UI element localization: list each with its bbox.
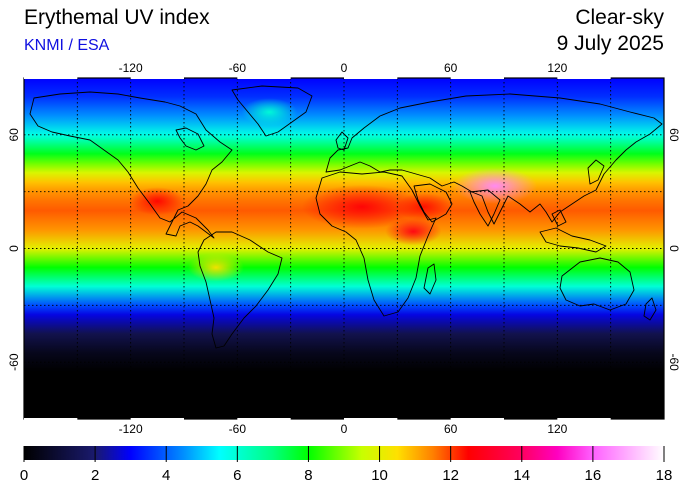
sky-condition: Clear-sky [575, 6, 664, 29]
colorbar-label: 16 [585, 467, 602, 484]
new-zealand-coast [643, 297, 657, 321]
hudson-bay [175, 127, 205, 151]
lat-labels-right: 60 0 -60 [667, 128, 681, 371]
hotspot-arabia [396, 192, 452, 221]
lon-label: 60 [444, 422, 458, 436]
hotspot-sahara [301, 184, 422, 229]
colorbar-ticks [23, 446, 665, 462]
lon-label: 60 [444, 61, 458, 75]
lon-label: 0 [341, 61, 348, 75]
lat-labels-left: 60 0 -60 [7, 128, 21, 371]
colorbar-label: 18 [656, 467, 673, 484]
india-coast [469, 189, 501, 227]
lat-label: -60 [667, 353, 681, 371]
lon-label: -60 [229, 61, 247, 75]
lon-label: -120 [119, 422, 143, 436]
colorbar-label: 14 [513, 467, 530, 484]
madagascar-coast [423, 263, 437, 295]
lon-label: -120 [119, 61, 143, 75]
data-source: KNMI / ESA [24, 37, 110, 54]
lon-label: 120 [547, 422, 567, 436]
map-title: Erythemal UV index [24, 6, 210, 29]
colorbar-labels: 0 2 4 6 8 10 12 14 16 18 [20, 467, 673, 484]
colorbar-label: 6 [233, 467, 241, 484]
lat-label: -60 [7, 353, 21, 371]
hotspot-tibetan-plateau [453, 167, 538, 204]
japan-coast [587, 159, 605, 185]
uv-hotspots [129, 98, 538, 282]
north-america-coast [29, 91, 233, 239]
hotspot-andes [188, 253, 244, 282]
arabia-coast [413, 183, 453, 223]
map-panel [23, 77, 665, 420]
lon-labels-bottom: -120 -60 0 60 120 [119, 422, 568, 436]
hotspot-mexico [129, 187, 186, 216]
colorbar-label: 0 [20, 467, 28, 484]
lon-labels-top: -120 -60 0 60 120 [119, 61, 568, 75]
colorbar-label: 8 [304, 467, 312, 484]
lat-label: 0 [7, 245, 21, 252]
lon-label: 0 [341, 422, 348, 436]
lon-label: 120 [547, 61, 567, 75]
hotspot-greenland [241, 98, 298, 127]
lat-label: 60 [7, 128, 21, 142]
lat-label: 0 [667, 245, 681, 252]
colorbar-label: 12 [442, 467, 459, 484]
colorbar-label: 2 [91, 467, 99, 484]
map-date: 9 July 2025 [556, 32, 664, 55]
frame-ticks [24, 77, 611, 420]
lat-label: 60 [667, 128, 681, 142]
lon-label: -60 [229, 422, 247, 436]
graticule [24, 78, 664, 419]
colorbar-label: 4 [162, 467, 170, 484]
europe-asia-coast [325, 93, 663, 225]
uk-coast [335, 131, 349, 151]
colorbar-scale [24, 446, 664, 460]
greenland-coast [231, 85, 313, 137]
australia-coast [559, 257, 635, 311]
south-america-coast [197, 231, 283, 349]
colorbar: 0 2 4 6 8 10 12 14 16 18 [20, 446, 673, 484]
colorbar-label: 10 [371, 467, 388, 484]
